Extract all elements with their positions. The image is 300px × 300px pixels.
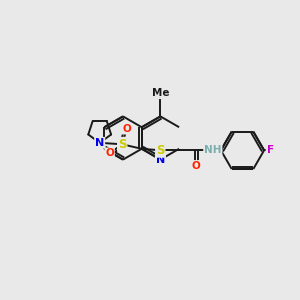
Text: N: N: [156, 154, 165, 165]
Text: Me: Me: [152, 88, 169, 98]
Text: O: O: [105, 148, 114, 158]
Text: O: O: [191, 161, 200, 171]
Text: O: O: [122, 124, 131, 134]
Text: NH: NH: [204, 145, 222, 155]
Text: F: F: [266, 145, 274, 155]
Text: S: S: [156, 144, 165, 157]
Text: S: S: [118, 138, 127, 151]
Text: N: N: [95, 138, 104, 148]
